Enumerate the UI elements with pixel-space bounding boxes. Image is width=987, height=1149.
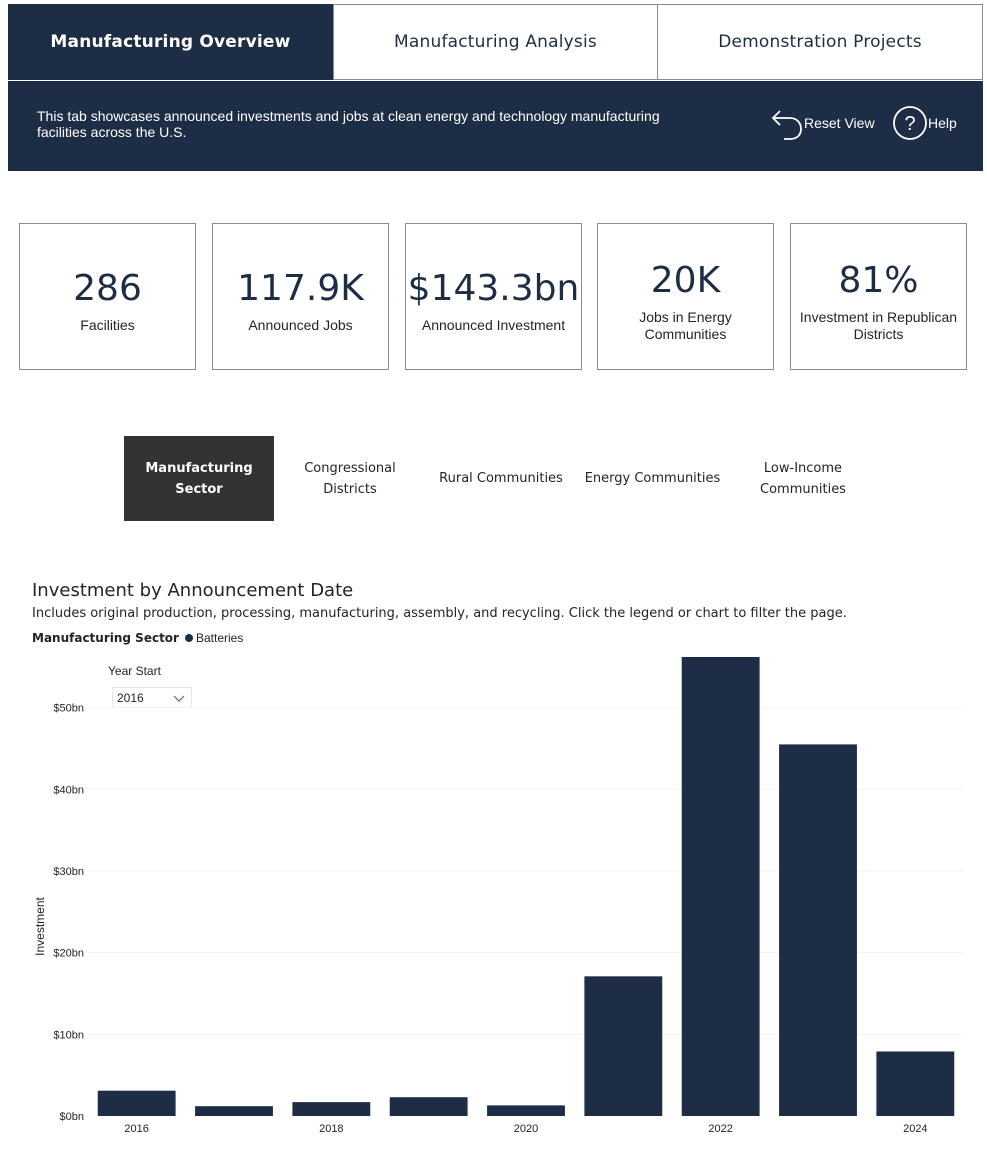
kpi-label: Jobs in Energy Communities bbox=[639, 309, 732, 342]
x-tick-label: 2020 bbox=[514, 1123, 538, 1135]
chart-title: Investment by Announcement Date bbox=[32, 580, 354, 601]
kpi-value: 286 bbox=[73, 268, 142, 309]
kpi-label: Announced Investment bbox=[421, 317, 566, 333]
x-tick-label: 2016 bbox=[124, 1123, 148, 1135]
y-tick-label: $0bn bbox=[60, 1111, 84, 1123]
tab-demonstration-projects[interactable]: Demonstration Projects bbox=[657, 4, 983, 80]
bar-2019[interactable] bbox=[389, 1097, 468, 1116]
help-circle-icon: ? bbox=[893, 106, 927, 140]
tab-manufacturing-overview[interactable]: Manufacturing Overview bbox=[8, 4, 333, 80]
category-congressional-districts[interactable]: Congressional Districts bbox=[304, 460, 396, 497]
kpi-card-energy-community-jobs[interactable]: 20K Jobs in Energy Communities bbox=[597, 223, 774, 370]
chart-subtitle: Includes original production, processing… bbox=[32, 606, 847, 621]
legend-dot bbox=[184, 634, 193, 642]
y-tick-label: $30bn bbox=[53, 866, 84, 878]
legend-title: Manufacturing Sector bbox=[32, 631, 179, 645]
year-start-label: Year Start bbox=[108, 664, 161, 678]
kpi-label: Investment in Republican Districts bbox=[799, 309, 958, 342]
bar-2024[interactable] bbox=[876, 1051, 955, 1116]
kpi-value: $143.3bn bbox=[407, 268, 580, 309]
reset-view-label: Reset View bbox=[804, 115, 875, 131]
kpi-card-announced-jobs[interactable]: 117.9K Announced Jobs bbox=[212, 223, 389, 370]
bar-2016[interactable] bbox=[97, 1090, 176, 1116]
y-tick-label: $40bn bbox=[53, 784, 84, 796]
bar-2017[interactable] bbox=[195, 1106, 273, 1116]
undo-arrow-icon bbox=[771, 110, 802, 140]
y-tick-label: $20bn bbox=[53, 948, 84, 960]
y-tick-label: $10bn bbox=[53, 1029, 84, 1041]
info-banner: This tab showcases announced investments… bbox=[8, 81, 983, 171]
bar-2018[interactable] bbox=[292, 1102, 371, 1116]
bar-2022[interactable] bbox=[681, 657, 760, 1116]
tab-manufacturing-analysis[interactable]: Manufacturing Analysis bbox=[333, 4, 658, 80]
kpi-label: Announced Jobs bbox=[248, 317, 353, 333]
y-tick-label: $50bn bbox=[53, 703, 84, 715]
reset-view-button[interactable]: Reset View bbox=[770, 105, 875, 141]
category-energy-communities[interactable]: Energy Communities bbox=[584, 471, 721, 486]
legend-item-batteries[interactable]: Batteries bbox=[195, 631, 244, 645]
kpi-value: 81% bbox=[838, 260, 919, 301]
year-start-value: 2016 bbox=[117, 690, 144, 705]
x-tick-label: 2018 bbox=[319, 1123, 343, 1135]
report-tabs: Manufacturing Overview Manufacturing Ana… bbox=[8, 4, 984, 81]
help-label: Help bbox=[928, 115, 957, 131]
kpi-value: 117.9K bbox=[237, 268, 364, 309]
year-start-dropdown[interactable]: 2016 bbox=[112, 687, 192, 708]
chart-legend: Manufacturing Sector Batteries bbox=[32, 631, 243, 645]
y-axis-title: Investment bbox=[33, 896, 47, 955]
kpi-card-republican-districts[interactable]: 81% Investment in Republican Districts bbox=[790, 223, 967, 370]
x-tick-label: 2022 bbox=[708, 1123, 732, 1135]
bar-2023[interactable] bbox=[779, 744, 857, 1116]
x-tick-label: 2024 bbox=[903, 1123, 927, 1135]
svg-text:?: ? bbox=[904, 113, 915, 135]
bar-2020[interactable] bbox=[487, 1105, 565, 1116]
banner-description: This tab showcases announced investments… bbox=[37, 108, 660, 140]
help-button[interactable]: ? Help bbox=[892, 105, 957, 141]
kpi-card-facilities[interactable]: 286 Facilities bbox=[19, 223, 196, 370]
kpi-card-announced-investment[interactable]: $143.3bn Announced Investment bbox=[405, 223, 582, 370]
kpi-value: 20K bbox=[650, 260, 721, 301]
kpi-label: Facilities bbox=[80, 317, 135, 333]
category-rural-communities[interactable]: Rural Communities bbox=[439, 471, 563, 486]
bar-2021[interactable] bbox=[584, 976, 663, 1116]
category-low-income-communities[interactable]: Low-Income Communities bbox=[760, 460, 846, 497]
category-manufacturing-sector[interactable]: Manufacturing Sector bbox=[124, 436, 274, 521]
chevron-down-icon bbox=[173, 695, 185, 702]
